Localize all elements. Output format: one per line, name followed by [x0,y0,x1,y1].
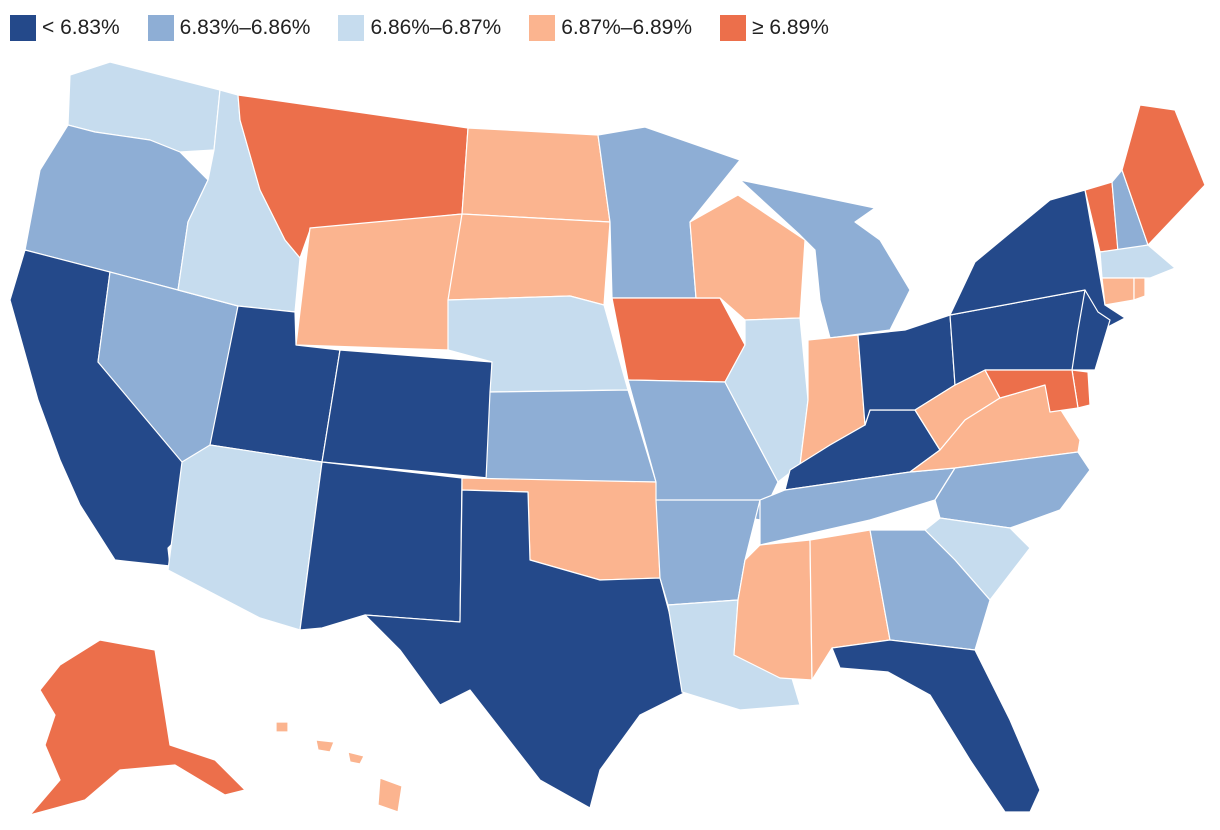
legend: < 6.83% 6.83%–6.86% 6.86%–6.87% 6.87%–6.… [10,12,857,44]
legend-label-bin-1: 6.83%–6.86% [179,16,311,39]
state-north-dakota[interactable] [461,127,611,223]
legend-swatch-bin-0 [10,15,36,41]
state-maine[interactable] [1121,104,1206,246]
legend-label-bin-0: < 6.83% [42,16,120,39]
state-iowa[interactable] [611,297,746,383]
state-mississippi[interactable] [733,539,813,681]
legend-swatch-bin-3 [529,15,556,41]
legend-label-bin-3: 6.87%–6.89% [561,16,692,39]
state-south-dakota[interactable] [447,213,611,306]
legend-item-bin-4: ≥ 6.89% [720,15,829,41]
legend-item-bin-0: < 6.83% [10,15,120,41]
state-illinois[interactable] [724,317,809,483]
state-alaska[interactable] [29,639,246,816]
state-texas[interactable] [364,489,691,809]
us-choropleth-map [9,61,1206,816]
state-michigan[interactable] [739,179,911,339]
state-arizona[interactable] [167,444,323,631]
state-rhode-island[interactable] [1133,277,1146,301]
legend-item-bin-2: 6.86%–6.87% [338,15,501,41]
state-kansas[interactable] [485,389,657,483]
state-hawaii[interactable] [275,721,403,813]
state-maryland[interactable] [984,369,1079,413]
legend-label-bin-2: 6.86%–6.87% [370,16,502,39]
legend-item-bin-1: 6.83%–6.86% [147,15,311,41]
legend-swatch-bin-4 [720,15,746,41]
state-colorado[interactable] [321,349,493,479]
legend-swatch-bin-1 [147,15,174,41]
legend-swatch-bin-2 [338,15,365,41]
legend-item-bin-3: 6.87%–6.89% [529,15,692,41]
legend-label-bin-4: ≥ 6.89% [752,16,829,39]
state-new-mexico[interactable] [299,461,463,631]
state-new-jersey[interactable] [1071,289,1111,371]
state-connecticut[interactable] [1101,277,1135,306]
state-wyoming[interactable] [295,213,463,351]
state-florida[interactable] [831,639,1041,813]
state-massachusetts[interactable] [1099,244,1176,279]
